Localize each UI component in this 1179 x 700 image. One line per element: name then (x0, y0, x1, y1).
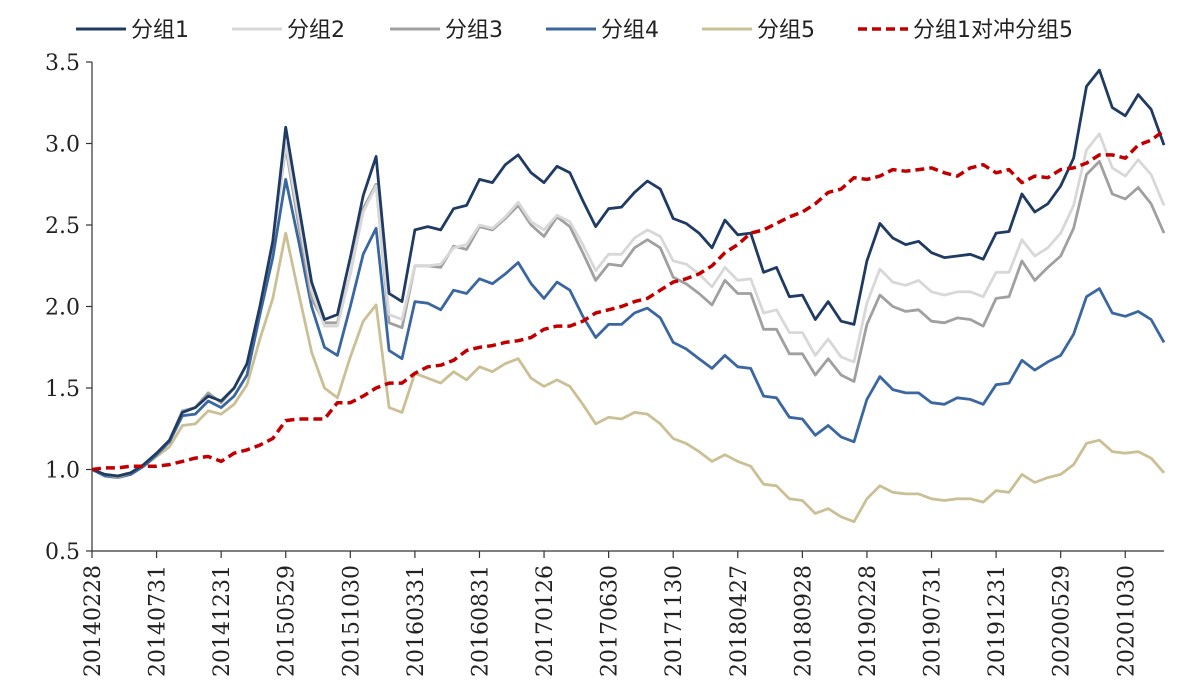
axes (91, 62, 1164, 552)
x-tick-label: 20180427 (727, 565, 752, 677)
x-tick-label: 20191231 (985, 565, 1010, 677)
x-tick-label: 20141231 (210, 565, 235, 677)
series-line-1 (91, 68, 1166, 478)
x-tick-label: 20201030 (1114, 565, 1139, 677)
legend-label-6: 分组1对冲分组5 (913, 18, 1073, 43)
x-tick-label: 20140228 (81, 565, 106, 677)
y-tick-label: 1.5 (45, 377, 80, 402)
x-tick-label: 20171130 (662, 565, 687, 677)
series-line-3 (91, 145, 1166, 480)
series-line-6 (91, 129, 1166, 472)
x-tick-label: 20200529 (1050, 565, 1075, 677)
y-ticks: 0.5 1.0 1.5 2.0 2.5 3.0 3.5 (45, 51, 92, 565)
x-tick-label: 20151030 (339, 565, 364, 677)
legend: 分组1 分组2 分组3 分组4 分组5 分组1对冲分组5 (76, 18, 1073, 43)
legend-label-2: 分组2 (287, 18, 345, 43)
y-tick-label: 3.5 (45, 51, 80, 76)
x-tick-label: 20160331 (404, 565, 429, 677)
y-tick-label: 1.0 (45, 459, 80, 484)
x-tick-label: 20190228 (856, 565, 881, 677)
x-tick-label: 20170630 (598, 565, 623, 677)
legend-label-3: 分组3 (445, 18, 503, 43)
legend-label-5: 分组5 (757, 18, 815, 43)
x-tick-label: 20150529 (275, 565, 300, 677)
x-tick-label: 20170126 (533, 565, 558, 677)
y-tick-label: 0.5 (45, 540, 80, 565)
x-tick-label: 20160831 (468, 565, 493, 677)
legend-label-4: 分组4 (601, 18, 659, 43)
legend-label-1: 分组1 (131, 18, 189, 43)
x-ticks: 20140228 20140731 20141231 20150529 20151030… (81, 551, 1139, 677)
x-tick-label: 20180928 (791, 565, 816, 677)
series-lines (91, 68, 1166, 524)
y-tick-label: 2.0 (45, 296, 80, 321)
series-line-4 (91, 177, 1166, 480)
y-tick-label: 3.0 (45, 133, 80, 158)
x-tick-label: 20140731 (146, 565, 171, 677)
x-tick-label: 20190731 (921, 565, 946, 677)
series-line-5 (91, 231, 1166, 524)
y-tick-label: 2.5 (45, 214, 80, 239)
